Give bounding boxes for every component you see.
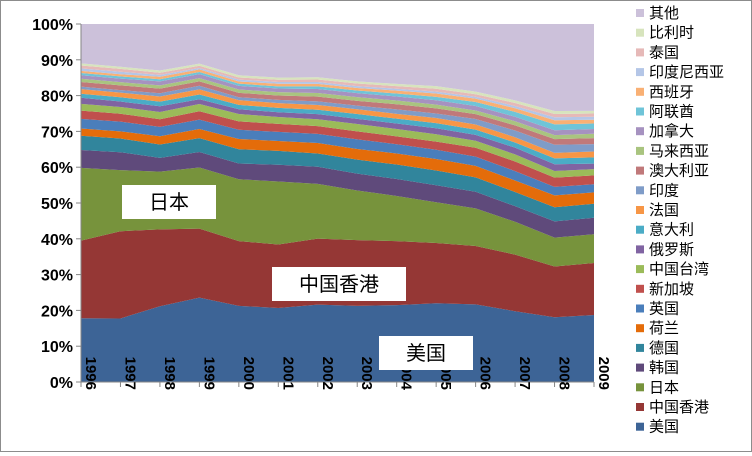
annotation-label: 美国 <box>406 342 446 365</box>
legend-swatch <box>636 343 644 352</box>
legend-swatch <box>636 265 644 274</box>
y-tick-label: 30% <box>41 268 73 285</box>
legend-swatch <box>636 225 644 234</box>
x-tick-label: 2009 <box>595 357 612 390</box>
legend-label: 新加坡 <box>649 281 694 298</box>
annotation-label: 中国香港 <box>299 273 379 296</box>
legend-label: 西班牙 <box>649 84 694 101</box>
legend-swatch <box>636 48 644 57</box>
area-series-21 <box>81 24 594 111</box>
area-series-3 <box>81 150 594 238</box>
x-tick-label: 1998 <box>161 357 178 390</box>
area-series-9 <box>81 97 594 171</box>
legend-label: 法国 <box>649 202 679 219</box>
legend-label: 韩国 <box>649 360 679 377</box>
legend-swatch <box>636 28 644 37</box>
x-tick-label: 2003 <box>358 357 375 390</box>
y-tick-label: 50% <box>41 196 73 213</box>
legend-label: 印度 <box>649 182 679 199</box>
x-tick-label: 2001 <box>279 357 296 390</box>
x-tick-label: 1996 <box>82 357 99 390</box>
legend-label: 加拿大 <box>649 122 694 140</box>
x-tick-label: 1999 <box>200 357 217 390</box>
legend-swatch <box>636 146 644 155</box>
legend-swatch <box>636 166 644 175</box>
legend-label: 阿联酋 <box>649 103 694 121</box>
y-tick-label: 20% <box>41 303 73 320</box>
area-series-7 <box>81 110 594 187</box>
legend-label: 美国 <box>649 419 679 436</box>
area-series-16 <box>81 71 594 131</box>
legend-label: 荷兰 <box>649 320 679 337</box>
legend-swatch <box>636 363 644 372</box>
annotation-box <box>379 336 473 370</box>
legend-swatch <box>636 68 644 77</box>
legend: 其他比利时泰国印度尼西亚西班牙阿联酋加拿大马来西亚澳大利亚印度法国意大利俄罗斯中… <box>636 5 724 436</box>
legend-label: 其他 <box>649 5 679 22</box>
legend-swatch <box>636 422 644 431</box>
x-tick-label: 2000 <box>240 357 257 390</box>
legend-swatch <box>636 206 644 214</box>
y-tick-label: 10% <box>41 339 73 356</box>
y-tick-label: 0% <box>50 375 73 392</box>
legend-label: 比利时 <box>649 25 694 42</box>
y-tick-label: 60% <box>41 160 73 177</box>
legend-swatch <box>636 87 644 96</box>
legend-swatch <box>636 9 644 17</box>
x-tick-label: 2008 <box>556 357 573 390</box>
legend-swatch <box>636 324 644 333</box>
area-series-4 <box>81 135 594 222</box>
legend-label: 印度尼西亚 <box>649 64 724 81</box>
y-tick-label: 40% <box>41 232 73 249</box>
legend-label: 中国香港 <box>649 399 709 416</box>
legend-label: 英国 <box>649 300 679 318</box>
legend-label: 中国台湾 <box>649 261 709 278</box>
area-series-17 <box>81 69 594 125</box>
area-series-8 <box>81 103 594 178</box>
x-tick-label: 2006 <box>477 357 494 390</box>
area-series-6 <box>81 118 594 196</box>
y-tick-label: 70% <box>41 124 73 141</box>
legend-swatch <box>636 127 644 136</box>
legend-label: 日本 <box>649 379 679 396</box>
legend-swatch <box>636 403 644 411</box>
area-series-20 <box>81 63 594 114</box>
x-tick-label: 2007 <box>516 357 533 390</box>
area-series-group <box>81 24 594 382</box>
area-series-10 <box>81 93 594 165</box>
legend-swatch <box>636 304 644 313</box>
area-series-11 <box>81 89 594 159</box>
area-series-18 <box>81 67 594 121</box>
area-series-5 <box>81 128 594 208</box>
y-tick-label: 90% <box>41 53 73 70</box>
area-series-13 <box>81 81 594 145</box>
y-tick-label: 80% <box>41 89 73 106</box>
area-series-19 <box>81 65 594 118</box>
legend-label: 澳大利亚 <box>649 163 709 180</box>
area-series-12 <box>81 85 594 153</box>
annotation-label: 日本 <box>149 191 189 214</box>
legend-label: 意大利 <box>649 221 694 239</box>
x-tick-label: 1997 <box>121 357 138 390</box>
area-series-14 <box>81 78 594 140</box>
legend-label: 俄罗斯 <box>649 241 694 258</box>
x-tick-label: 2002 <box>319 357 336 390</box>
legend-label: 马来西亚 <box>649 143 709 160</box>
legend-swatch <box>636 284 644 293</box>
y-tick-label: 100% <box>32 17 73 34</box>
legend-label: 泰国 <box>649 44 679 61</box>
legend-swatch <box>636 383 644 392</box>
area-series-15 <box>81 74 594 136</box>
annotation-box <box>122 185 216 219</box>
annotation-box <box>272 267 406 301</box>
legend-label: 德国 <box>649 339 679 357</box>
legend-swatch <box>636 186 644 195</box>
legend-swatch <box>636 107 644 116</box>
legend-swatch <box>636 245 644 254</box>
